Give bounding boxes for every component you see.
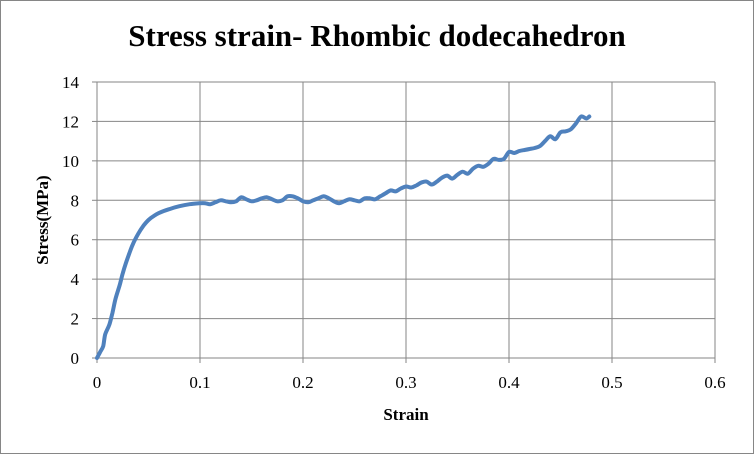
grid-lines — [97, 81, 716, 358]
x-tick-label: 0.2 — [292, 373, 313, 392]
y-axis-title: Stress(MPa) — [33, 175, 52, 264]
y-tick-label: 6 — [71, 231, 80, 250]
chart-title: Stress strain- Rhombic dodecahedron — [128, 18, 626, 53]
y-tick-label: 0 — [71, 349, 80, 368]
x-tick-label: 0 — [93, 373, 102, 392]
x-tick-label: 0.6 — [704, 373, 725, 392]
series-layer — [95, 114, 592, 360]
x-tick-label: 0.3 — [395, 373, 416, 392]
y-tick-label: 4 — [71, 270, 80, 289]
x-axis-title: Strain — [383, 405, 429, 424]
x-tick-label: 0.5 — [601, 373, 622, 392]
x-tick-label: 0.4 — [498, 373, 520, 392]
series-line-0 — [95, 114, 592, 360]
y-tick-label: 12 — [62, 112, 79, 131]
y-tick-label: 8 — [71, 191, 80, 210]
x-tick-label: 0.1 — [189, 373, 210, 392]
axes — [92, 81, 716, 363]
y-tick-label: 2 — [71, 310, 80, 329]
tick-labels: 0 0.1 0.2 0.3 0.4 0.5 0.6 0 2 4 6 8 10 12 14 — [62, 73, 726, 392]
y-tick-label: 10 — [62, 152, 79, 171]
y-tick-label: 14 — [62, 73, 80, 92]
